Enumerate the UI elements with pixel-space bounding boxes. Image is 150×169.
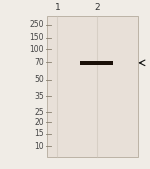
Text: 35: 35 [34,92,44,101]
Text: 1: 1 [54,3,60,12]
Text: 2: 2 [94,3,100,12]
Text: 150: 150 [30,33,44,42]
Text: 100: 100 [30,45,44,54]
Text: 10: 10 [34,142,44,151]
Text: 70: 70 [34,57,44,67]
Text: 250: 250 [30,20,44,29]
Text: 50: 50 [34,75,44,84]
Bar [47,16,138,157]
Bar [80,61,112,65]
Text: 25: 25 [34,108,44,117]
Text: 15: 15 [34,129,44,138]
Text: 20: 20 [34,118,44,127]
